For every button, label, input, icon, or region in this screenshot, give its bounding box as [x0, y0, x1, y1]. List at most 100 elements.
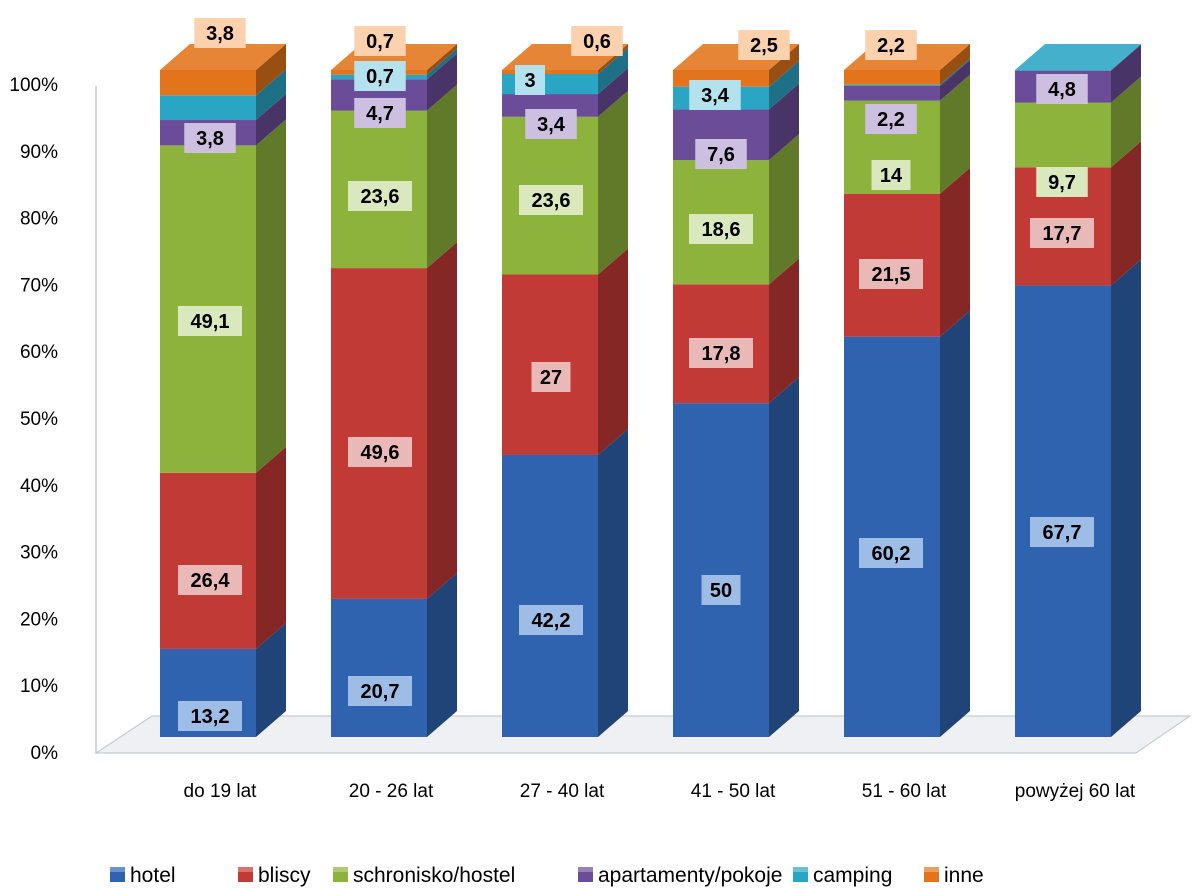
legend-label: hotel	[130, 864, 176, 887]
data-label-text: 13,2	[191, 706, 230, 728]
bar-segment	[673, 403, 769, 737]
legend-label: schronisko/hostel	[353, 864, 515, 887]
bar-stack	[1015, 44, 1141, 737]
data-label-box	[519, 605, 583, 635]
data-label-box	[178, 701, 242, 731]
data-label: 17,7	[1030, 218, 1094, 248]
x-category-label: 20 - 26 lat	[349, 781, 434, 802]
data-label-box	[194, 18, 246, 48]
data-label-box	[178, 306, 242, 336]
data-label-text: 0,6	[583, 31, 611, 53]
bar-top	[160, 44, 286, 70]
data-label-box	[354, 98, 406, 128]
legend-label: inne	[944, 864, 984, 887]
data-label: 2,5	[738, 30, 790, 60]
data-label-text: 27	[540, 367, 562, 389]
bar-segment-side	[940, 310, 970, 737]
data-label-text: 14	[880, 165, 903, 187]
y-tick-label: 100%	[9, 75, 58, 96]
x-category-label: 51 - 60 lat	[862, 781, 947, 802]
data-label: 9,7	[1036, 167, 1088, 197]
data-label-text: 4,8	[1048, 79, 1076, 101]
bar-segment	[160, 95, 256, 121]
data-label-box	[701, 575, 741, 605]
bar-stack	[844, 44, 970, 737]
data-label-text: 60,2	[872, 543, 911, 565]
bar-segment-side	[769, 44, 799, 87]
data-label: 14	[871, 160, 911, 190]
legend-swatch-highlight	[793, 867, 808, 872]
bar-segment-side	[598, 48, 628, 95]
bar-segment-side	[598, 68, 628, 117]
data-label-box	[859, 538, 923, 568]
data-label: 17,8	[689, 338, 753, 368]
y-tick-label: 30%	[20, 543, 58, 564]
bar-segment-side	[256, 44, 286, 96]
data-label-box	[354, 26, 406, 56]
data-label-box	[1036, 74, 1088, 104]
y-tick-label: 50%	[20, 409, 58, 430]
data-label-text: 67,7	[1043, 522, 1082, 544]
data-label-box	[571, 26, 623, 56]
data-label: 0,6	[571, 26, 623, 56]
data-label-text: 3	[524, 70, 535, 92]
data-label-box	[859, 259, 923, 289]
data-label-text: 23,6	[361, 186, 400, 208]
data-label: 49,6	[348, 437, 412, 467]
data-label-text: 7,6	[707, 144, 735, 166]
data-label-box	[1030, 218, 1094, 248]
legend-item: hotel	[110, 864, 176, 887]
x-axis-categories: do 19 lat 20 - 26 lat 27 - 40 lat 41 - 50 l…	[184, 781, 1136, 802]
data-label-box	[531, 362, 571, 392]
data-label: 18,6	[689, 214, 753, 244]
data-label: 7,6	[695, 139, 747, 169]
legend-swatch-highlight	[333, 867, 348, 872]
data-label: 26,4	[178, 565, 242, 595]
data-label: 60,2	[859, 538, 923, 568]
bar-segment	[1015, 70, 1111, 71]
bar-segment-side	[427, 44, 457, 75]
x-category-label: 27 - 40 lat	[520, 781, 605, 802]
bar-segment-side	[1111, 44, 1141, 103]
bar-segment	[1015, 102, 1111, 168]
bar-segment-side	[427, 242, 457, 599]
bar-segment-side	[769, 258, 799, 404]
data-label-text: 3,8	[196, 128, 224, 150]
bar-segment	[844, 85, 940, 101]
y-tick-label: 40%	[20, 476, 58, 497]
data-label: 3,4	[525, 109, 577, 139]
bar-segment	[160, 70, 256, 96]
data-label-text: 2,2	[877, 35, 905, 57]
bar-segment-side	[427, 53, 457, 111]
bar-segment	[1015, 285, 1111, 737]
data-label-text: 50	[710, 580, 732, 602]
data-label-text: 17,8	[702, 343, 741, 365]
data-label-box	[689, 338, 753, 368]
bar-segment-side	[427, 48, 457, 80]
data-label-text: 4,7	[366, 103, 394, 125]
data-label-box	[184, 123, 236, 153]
legend-item: bliscy	[238, 864, 311, 887]
legend-swatch-highlight	[238, 867, 253, 872]
bar-segment	[502, 70, 598, 75]
bar-segment	[160, 472, 256, 649]
data-label-box	[348, 437, 412, 467]
bar-segment	[844, 336, 940, 737]
data-label-text: 3,4	[537, 114, 566, 136]
data-label-text: 18,6	[702, 219, 741, 241]
data-labels: 13,2 20,7 42,2 50 60,2 67,7 26,4 49,6 27 17,8 21,5…	[178, 18, 1094, 731]
data-label-text: 23,6	[532, 190, 571, 212]
data-label-box	[348, 181, 412, 211]
bar-segment-side	[256, 446, 286, 649]
legend-swatch-highlight	[578, 867, 593, 872]
legend: hotel bliscy schronisko/hostel apartamenty/…	[110, 864, 984, 887]
bar-segment-side	[598, 428, 628, 737]
data-label-text: 0,7	[366, 66, 394, 88]
x-category-label: powyżej 60 lat	[1015, 781, 1136, 802]
data-label: 3	[515, 65, 545, 95]
bar-segment-side	[598, 248, 628, 455]
data-label: 13,2	[178, 701, 242, 731]
data-label: 2,2	[865, 104, 917, 134]
bar-segment-side	[1111, 259, 1141, 737]
